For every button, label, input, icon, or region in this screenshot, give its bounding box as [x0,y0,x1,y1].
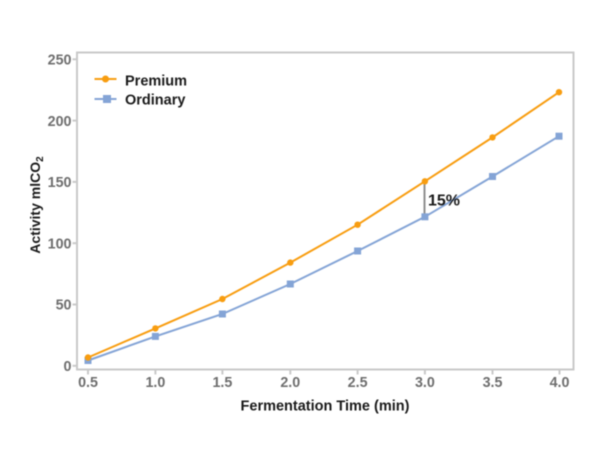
svg-text:200: 200 [48,114,72,130]
svg-text:15%: 15% [428,193,460,210]
svg-text:2.0: 2.0 [280,375,300,391]
svg-text:Ordinary: Ordinary [125,92,185,108]
svg-text:1.0: 1.0 [145,375,165,391]
svg-text:Premium: Premium [125,73,187,89]
svg-text:1.5: 1.5 [212,375,232,391]
svg-text:2.5: 2.5 [348,375,368,391]
svg-text:4.0: 4.0 [550,375,570,391]
svg-text:250: 250 [48,53,72,69]
svg-text:3.0: 3.0 [415,375,435,391]
svg-text:3.5: 3.5 [483,375,503,391]
svg-text:Fermentation Time (min): Fermentation Time (min) [241,399,410,415]
svg-text:100: 100 [48,236,72,252]
svg-text:0: 0 [64,359,72,375]
svg-text:Activity mlCO2: Activity mlCO2 [27,156,46,254]
svg-text:150: 150 [48,175,72,191]
svg-text:50: 50 [56,298,72,314]
svg-text:0.5: 0.5 [78,375,98,391]
